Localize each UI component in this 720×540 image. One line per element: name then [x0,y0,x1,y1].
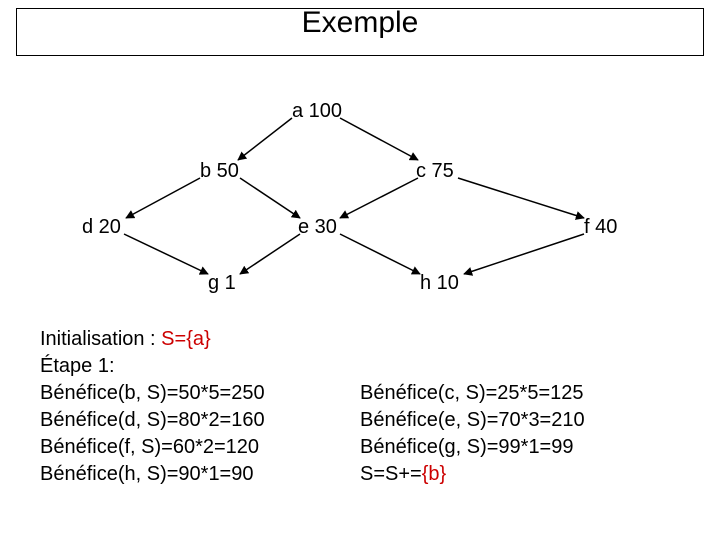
node-a: a 100 [292,100,342,123]
page-title: Exemple [0,6,720,40]
edge-e-g [240,234,300,274]
node-c: c 75 [416,160,454,183]
update-s-prefix: S=S+= [360,463,422,485]
benefit-g: Bénéfice(g, S)=99*1=99 [360,434,585,461]
edge-c-e [340,178,418,218]
init-set: S={a} [161,328,211,350]
benefit-h: Bénéfice(h, S)=90*1=90 [40,461,265,488]
node-h: h 10 [420,272,459,295]
edge-c-f [458,178,584,218]
node-b: b 50 [200,160,239,183]
edge-f-h [464,234,584,274]
node-g: g 1 [208,272,236,295]
edge-d-g [124,234,208,274]
node-f: f 40 [584,216,617,239]
edge-b-e [240,178,300,218]
benefit-e: Bénéfice(e, S)=70*3=210 [360,407,585,434]
update-s-set: {b} [422,463,446,485]
benefit-c: Bénéfice(c, S)=25*5=125 [360,380,585,407]
text-block-left: Initialisation : S={a} Étape 1: Bénéfice… [40,326,265,488]
init-prefix: Initialisation : [40,328,161,350]
step-label: Étape 1: [40,353,265,380]
edge-a-b [238,118,292,160]
edge-b-d [126,178,200,218]
benefit-d: Bénéfice(d, S)=80*2=160 [40,407,265,434]
benefit-f: Bénéfice(f, S)=60*2=120 [40,434,265,461]
benefit-b: Bénéfice(b, S)=50*5=250 [40,380,265,407]
node-e: e 30 [298,216,337,239]
node-d: d 20 [82,216,121,239]
edge-a-c [340,118,418,160]
text-block-right: Bénéfice(c, S)=25*5=125 Bénéfice(e, S)=7… [360,380,585,488]
edge-e-h [340,234,420,274]
